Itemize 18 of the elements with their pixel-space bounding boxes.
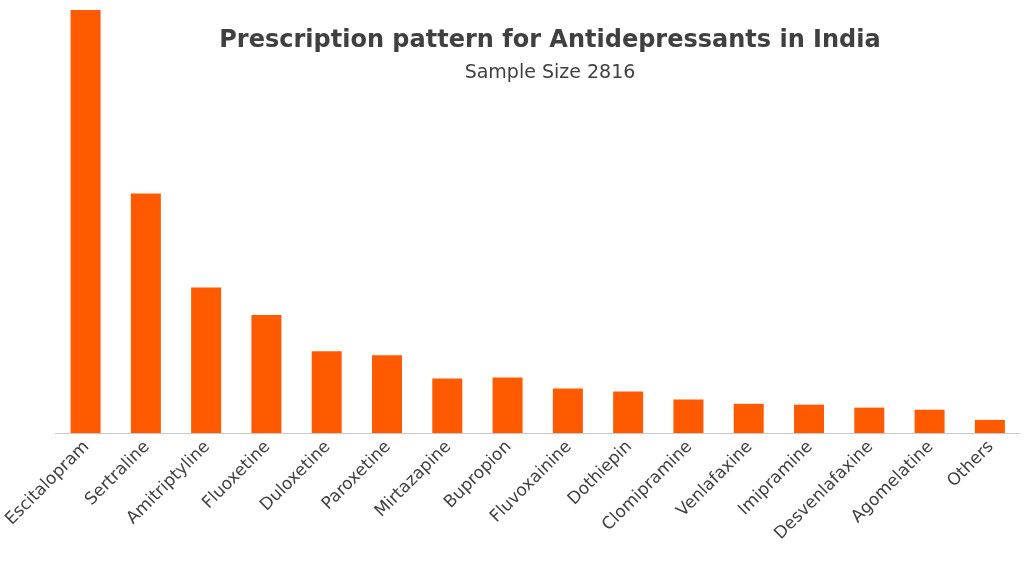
bar	[372, 355, 402, 433]
text: Sample Size 2816	[464, 59, 636, 82]
bar	[492, 377, 523, 433]
bar	[70, 10, 101, 433]
bar	[311, 351, 342, 433]
bar	[673, 399, 704, 433]
text: Prescription pattern for Antidepressants in India	[219, 25, 881, 53]
bar	[854, 407, 885, 433]
bar	[191, 287, 222, 433]
bar	[733, 403, 764, 433]
bar	[613, 391, 644, 433]
bar	[432, 378, 463, 433]
bar	[251, 314, 282, 433]
bar	[974, 419, 1005, 433]
bar	[130, 193, 161, 433]
bar	[914, 409, 945, 433]
bar	[794, 404, 824, 433]
bar	[552, 388, 583, 433]
